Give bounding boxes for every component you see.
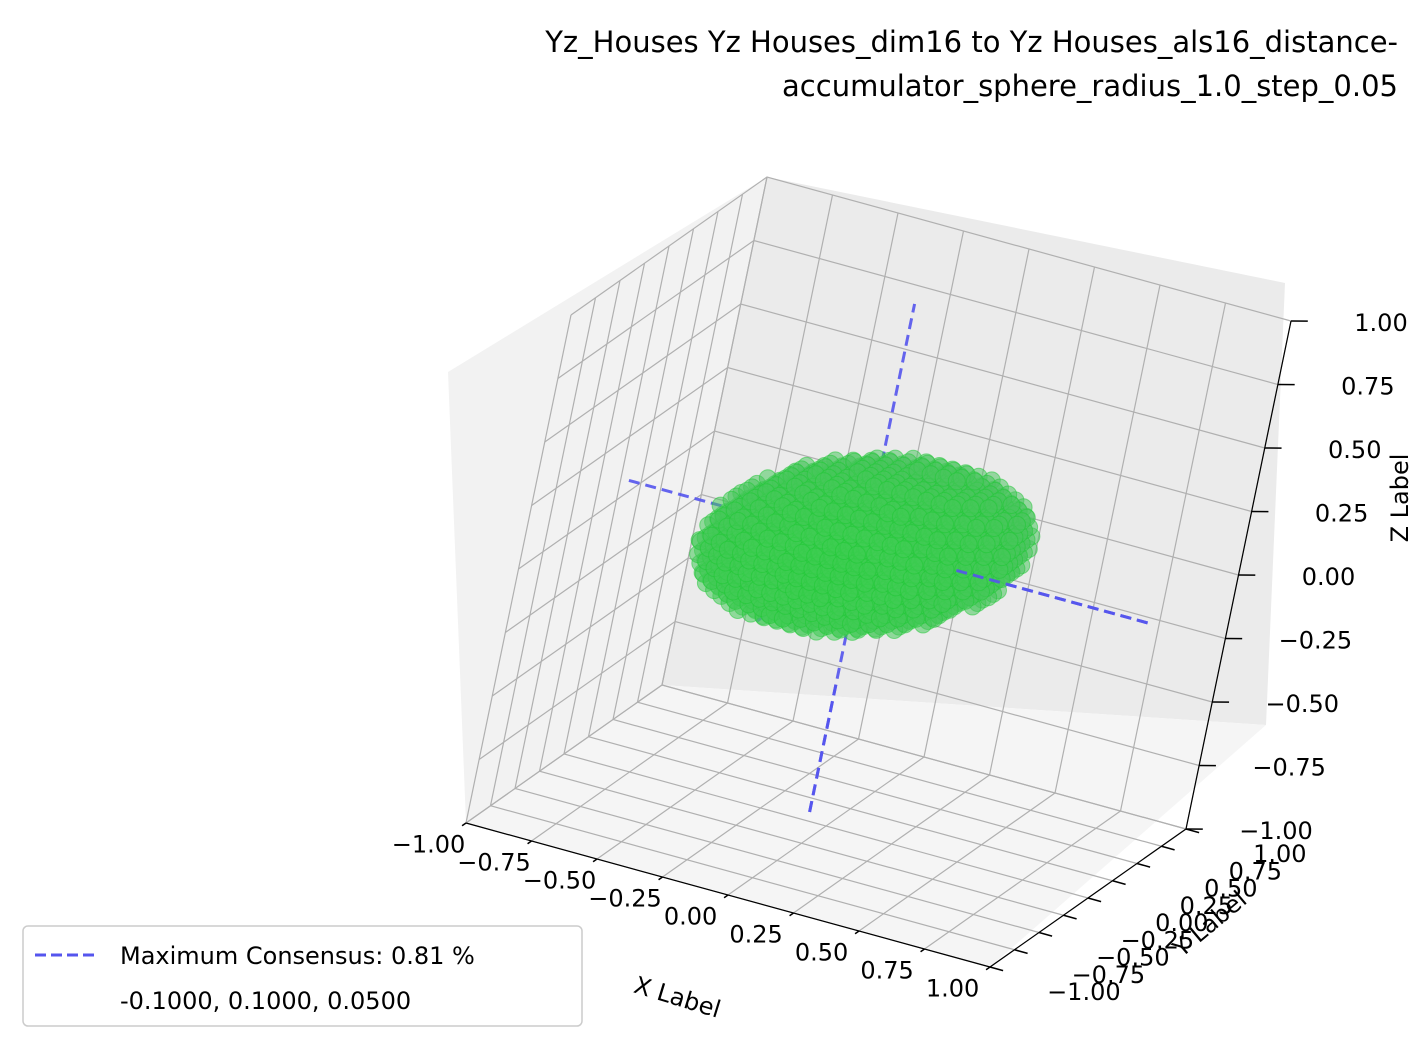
y-tick xyxy=(1038,931,1053,937)
scatter-point xyxy=(936,515,954,534)
y-tick-label: −1.00 xyxy=(1047,978,1121,1006)
scatter-point xyxy=(967,518,986,537)
z-tick-label: 1.00 xyxy=(1354,309,1407,337)
tick-marks xyxy=(461,320,1308,972)
scatter-point xyxy=(939,547,957,566)
grid-line-y xyxy=(514,280,1040,934)
consensus-lines-front xyxy=(808,568,1154,813)
y-tick xyxy=(1112,880,1126,886)
y-tick-label: −0.75 xyxy=(1072,961,1146,989)
x-tick xyxy=(985,966,991,971)
y-tick-label: 0.25 xyxy=(1180,892,1233,920)
y-tick xyxy=(989,966,1004,972)
legend-entry-2: -0.1000, 0.1000, 0.0500 xyxy=(120,987,411,1015)
y-tick xyxy=(1161,845,1175,851)
z-axis-label: Z Label xyxy=(1386,454,1414,543)
grid-line-z xyxy=(570,176,1292,322)
scatter-point xyxy=(1000,531,1019,550)
x-tick-label: −1.00 xyxy=(392,830,466,858)
z-tick-label: −0.75 xyxy=(1252,754,1326,782)
floor-pane xyxy=(466,685,1266,967)
x-tick xyxy=(592,858,598,863)
scatter-point xyxy=(1002,496,1021,514)
z-tick-label: 0.00 xyxy=(1302,563,1355,591)
left-pane xyxy=(448,177,767,823)
z-tick-label: 0.75 xyxy=(1341,373,1394,401)
x-tick-label: 0.50 xyxy=(795,938,848,966)
grid-line-y xyxy=(612,211,1138,865)
y-tick-label: 0.50 xyxy=(1204,875,1257,903)
grid-line-y xyxy=(661,176,1187,830)
x-axis-label: X Label xyxy=(631,971,724,1024)
y-tick-label: −0.25 xyxy=(1121,926,1195,954)
z-tick-label: −1.00 xyxy=(1239,817,1313,845)
scatter-point xyxy=(947,472,966,491)
y-tick xyxy=(1014,949,1028,955)
z-tick-label: 0.25 xyxy=(1315,500,1368,528)
legend-box xyxy=(22,925,583,1027)
chart-title-line-2: accumulator_sphere_radius_1.0_step_0.05 xyxy=(782,69,1398,103)
y-tick-label: 1.00 xyxy=(1253,840,1306,868)
grid-line-y xyxy=(563,245,1089,899)
x-tick xyxy=(658,876,663,881)
grid-line-y xyxy=(538,263,1064,916)
x-tick xyxy=(527,840,532,845)
x-tick xyxy=(789,912,794,917)
back-pane xyxy=(662,177,1285,725)
scatter-point xyxy=(848,545,866,564)
chart-title-line-1: Yz_Houses Yz Houses_dim16 to Yz Houses_a… xyxy=(544,25,1398,59)
y-tick-label: −0.50 xyxy=(1096,944,1170,972)
x-tick xyxy=(723,894,729,899)
consensus-line-z-front xyxy=(808,684,838,813)
y-tick xyxy=(1185,828,1200,834)
x-tick-label: 1.00 xyxy=(926,974,979,1002)
scatter-point xyxy=(965,472,984,491)
x-tick-label: −0.75 xyxy=(457,848,531,876)
z-tick-label: −0.50 xyxy=(1265,690,1339,718)
scatter-point xyxy=(985,519,1004,537)
x-tick-label: 0.25 xyxy=(729,920,782,948)
x-tick xyxy=(854,930,860,935)
x-tick xyxy=(920,948,925,953)
scatter-point xyxy=(979,499,998,518)
y-tick-label: 0.00 xyxy=(1155,909,1208,937)
legend-entry-1: Maximum Consensus: 0.81 % xyxy=(120,942,475,970)
scatter-point xyxy=(894,540,913,559)
tick-labels: −1.00−1.00−1.00−0.75−0.75−0.75−0.50−0.50… xyxy=(392,309,1408,1006)
grid-line-y xyxy=(636,194,1162,847)
z-tick-label: 0.50 xyxy=(1328,436,1381,464)
x-tick-label: −0.50 xyxy=(523,866,597,894)
scatter-point xyxy=(993,548,1011,567)
scatter-points xyxy=(689,449,1041,641)
grid-line-y xyxy=(489,297,1015,951)
grid-line-y xyxy=(587,228,1113,882)
y-tick-label: 0.75 xyxy=(1229,857,1282,885)
x-tick-label: −0.25 xyxy=(588,884,662,912)
x-tick xyxy=(461,822,467,827)
x-tick-label: 0.00 xyxy=(664,902,717,930)
y-tick xyxy=(1136,862,1151,868)
scatter-point xyxy=(1008,515,1026,534)
scatter-point xyxy=(858,561,877,580)
x-tick-label: 0.75 xyxy=(860,956,913,984)
scatter-point xyxy=(928,531,947,550)
z-tick-label: −0.25 xyxy=(1279,627,1353,655)
scatter-point xyxy=(961,499,980,518)
y-tick xyxy=(1063,914,1077,920)
scatter-point xyxy=(891,507,910,526)
legend: Maximum Consensus: 0.81 % -0.1000, 0.100… xyxy=(22,925,583,1027)
scatter-point xyxy=(905,556,924,575)
scatter-point xyxy=(959,535,978,554)
scatter-point xyxy=(943,499,962,517)
scatter-point xyxy=(977,535,996,554)
y-tick xyxy=(1087,897,1102,903)
